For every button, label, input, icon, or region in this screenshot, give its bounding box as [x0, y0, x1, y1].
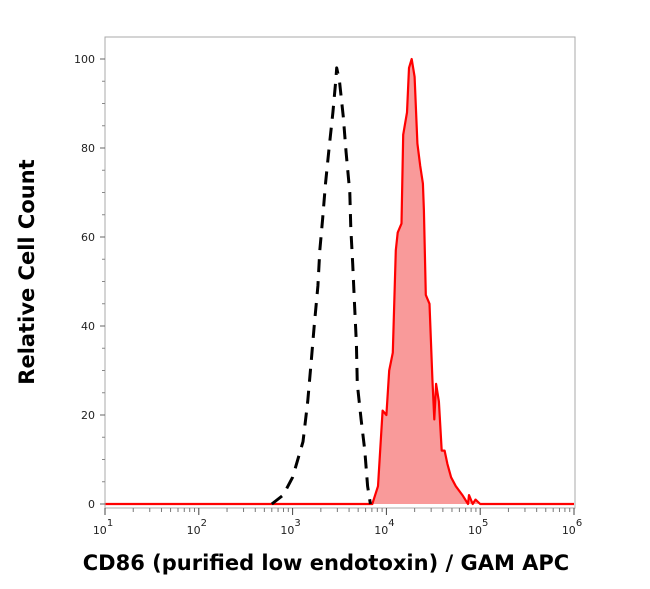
- y-axis-title: Relative Cell Count: [15, 159, 39, 384]
- series-1-line: [105, 57, 574, 506]
- plot-frame: [104, 36, 576, 509]
- x-tick-base: 10: [562, 524, 576, 537]
- series-0-dashed-line: [270, 66, 372, 506]
- series-layer: [105, 57, 574, 506]
- x-tick-base: 10: [93, 524, 107, 537]
- x-tick-label: 101: [93, 518, 113, 537]
- x-tick-exponent: 1: [107, 518, 113, 529]
- x-tick-exponent: 4: [388, 518, 394, 529]
- y-tick-label: 80: [81, 142, 95, 155]
- x-axis-title: CD86 (purified low endotoxin) / GAM APC: [83, 551, 569, 575]
- x-tick-exponent: 2: [201, 518, 207, 529]
- x-tick-base: 10: [468, 524, 482, 537]
- series-1-area: [105, 59, 574, 504]
- x-tick-label: 105: [468, 518, 488, 537]
- y-tick-label: 20: [81, 409, 95, 422]
- x-tick-exponent: 5: [482, 518, 488, 529]
- y-tick-label: 100: [74, 53, 95, 66]
- x-tick-label: 102: [187, 518, 207, 537]
- x-tick-exponent: 3: [294, 518, 300, 529]
- y-tick-label: 60: [81, 231, 95, 244]
- x-tick-base: 10: [374, 524, 388, 537]
- x-tick-label: 104: [374, 518, 394, 537]
- y-tick-label: 0: [88, 498, 95, 511]
- x-tick-base: 10: [187, 524, 201, 537]
- x-tick-label: 106: [562, 518, 582, 537]
- x-tick-label: 103: [280, 518, 300, 537]
- x-tick-exponent: 6: [576, 518, 582, 529]
- x-tick-base: 10: [280, 524, 294, 537]
- y-tick-label: 40: [81, 320, 95, 333]
